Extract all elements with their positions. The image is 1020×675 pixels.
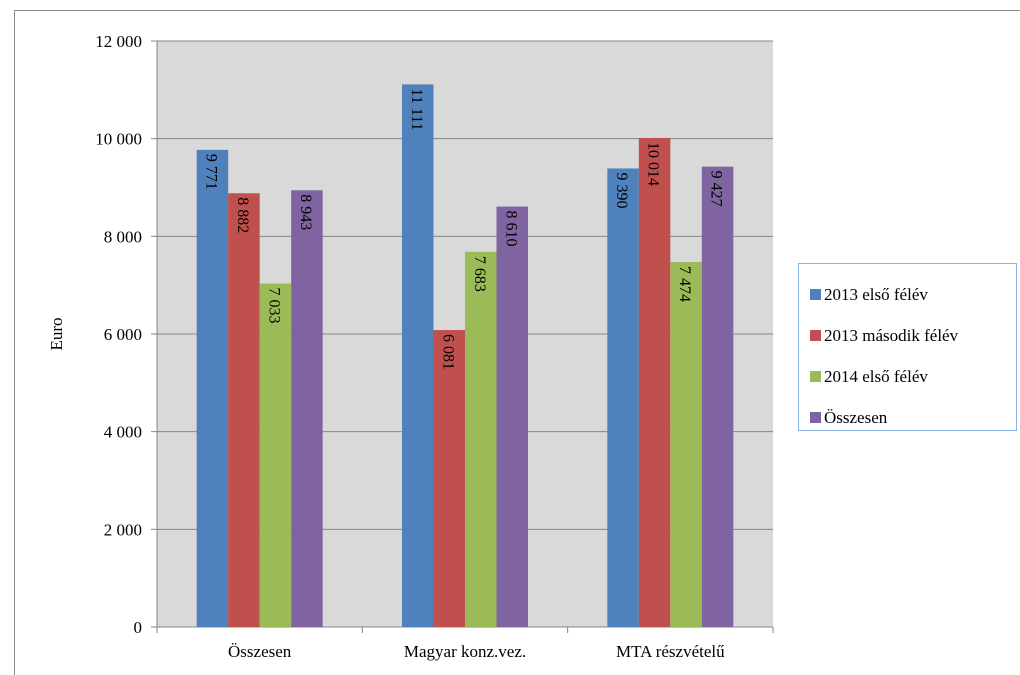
data-label: 9 771	[202, 154, 219, 190]
bar	[402, 84, 434, 627]
bar	[701, 166, 734, 627]
legend-label: 2013 első félév	[824, 284, 928, 304]
bar	[465, 251, 497, 627]
y-tick-label: 8 000	[104, 227, 142, 246]
legend-swatch	[810, 289, 821, 300]
legend-item: Összesen	[799, 397, 1016, 438]
y-axis-title: Euro	[47, 317, 66, 350]
legend-label: Összesen	[824, 407, 888, 427]
legend-swatch	[810, 412, 821, 423]
bar	[433, 330, 465, 627]
bar	[228, 193, 260, 627]
data-label: 7 683	[471, 256, 488, 292]
data-label: 10 014	[645, 142, 662, 186]
legend-item: 2013 első félév	[799, 274, 1016, 315]
bar	[259, 283, 292, 627]
bar	[291, 190, 323, 627]
data-label: 8 943	[297, 194, 314, 230]
bar	[607, 168, 639, 627]
legend-label: 2014 első félév	[824, 366, 928, 386]
y-tick-label: 0	[134, 618, 143, 637]
legend-swatch	[810, 330, 821, 341]
y-tick-label: 4 000	[104, 423, 142, 442]
bar	[670, 262, 702, 627]
bar	[496, 206, 528, 628]
data-label: 9 427	[708, 171, 725, 207]
bar	[638, 137, 671, 627]
y-tick-label: 2 000	[104, 520, 142, 539]
legend-item: 2014 első félév	[799, 356, 1016, 397]
legend-label: 2013 második félév	[824, 325, 959, 345]
x-tick-label: Magyar konz.vez.	[404, 642, 526, 661]
chart-legend: 2013 első félév 2013 második félév 2014 el…	[798, 263, 1017, 431]
y-tick-label: 12 000	[95, 32, 142, 51]
legend-item: 2013 második félév	[799, 315, 1016, 356]
data-label: 8 882	[234, 197, 251, 233]
data-label: 7 033	[265, 288, 282, 324]
bar	[196, 149, 229, 628]
data-label: 6 081	[439, 334, 456, 370]
x-tick-label: MTA részvételű	[616, 642, 725, 661]
data-label: 8 610	[502, 211, 519, 247]
x-tick-label: Összesen	[228, 642, 292, 661]
frame-border-top	[14, 10, 1020, 11]
data-label: 7 474	[676, 266, 693, 302]
legend-swatch	[810, 371, 821, 382]
frame-border-left	[14, 10, 15, 675]
y-tick-label: 6 000	[104, 325, 142, 344]
data-label: 9 390	[613, 172, 630, 208]
y-tick-label: 10 000	[95, 130, 142, 149]
data-label: 11 111	[408, 88, 425, 130]
